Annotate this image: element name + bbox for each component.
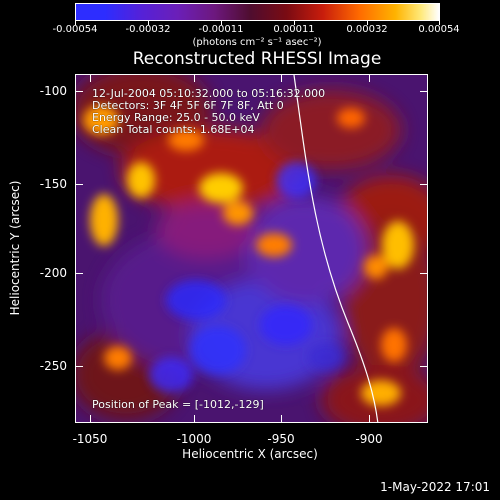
y-axis-label: Heliocentric Y (arcsec): [8, 180, 22, 316]
y-axis-left-tick: [75, 273, 83, 274]
x-axis-label: Heliocentric X (arcsec): [182, 447, 318, 461]
y-axis-left-tick: [75, 91, 83, 92]
x-axis-top-tick: [194, 74, 195, 82]
colorbar-tick-label: 0.00032: [346, 24, 388, 35]
x-axis-top-tick: [369, 74, 370, 82]
colorbar-tick-label: 0.00011: [273, 24, 315, 35]
x-axis-tick-label: -900: [355, 432, 383, 446]
colorbar-tick-mark: [148, 21, 149, 25]
energy-range-info: Energy Range: 25.0 - 50.0 keV: [92, 111, 260, 124]
x-axis-tick-label: -950: [267, 432, 295, 446]
colorbar-tick-mark: [221, 21, 222, 25]
colorbar-tick-label: -0.00054: [52, 24, 98, 35]
x-axis-top-tick: [90, 74, 91, 82]
colorbar-tick-mark: [367, 21, 368, 25]
x-axis-tick-label: -1000: [176, 432, 212, 446]
x-axis-tick-label: -1050: [72, 432, 108, 446]
y-axis-right-tick: [420, 91, 428, 92]
image-plot: 12-Jul-2004 05:10:32.000 to 05:16:32.000…: [75, 74, 428, 423]
colorbar-tick-label: -0.00032: [125, 24, 171, 35]
colorbar-tick-mark: [294, 21, 295, 25]
x-axis-bottom-tick: [281, 415, 282, 423]
clean-total-counts: Clean Total counts: 1.68E+04: [92, 123, 255, 136]
peak-position-label: Position of Peak = [-1012,-129]: [92, 398, 264, 411]
y-axis-tick-label: -200: [39, 266, 67, 280]
x-axis-bottom-tick: [194, 415, 195, 423]
observation-time-range: 12-Jul-2004 05:10:32.000 to 05:16:32.000: [92, 87, 326, 100]
y-axis-left-tick: [75, 184, 83, 185]
colorbar-unit-label: (photons cm⁻² s⁻¹ asec⁻²): [192, 37, 322, 48]
x-axis-bottom-tick: [90, 415, 91, 423]
colorbar-tick-mark: [75, 21, 76, 25]
y-axis-tick-label: -150: [39, 177, 67, 191]
plot-title: Reconstructed RHESSI Image: [132, 49, 382, 69]
y-axis-right-tick: [420, 366, 428, 367]
colorbar: [75, 3, 440, 21]
y-axis-tick-label: -100: [39, 84, 67, 98]
y-axis-tick-label: -250: [39, 359, 67, 373]
detector-info: Detectors: 3F 4F 5F 6F 7F 8F, Att 0: [92, 99, 284, 112]
render-timestamp: 1-May-2022 17:01: [380, 480, 490, 494]
y-axis-right-tick: [420, 273, 428, 274]
y-axis-left-tick: [75, 366, 83, 367]
x-axis-top-tick: [281, 74, 282, 82]
colorbar-tick-mark: [439, 21, 440, 25]
colorbar-tick-label: -0.00011: [198, 24, 244, 35]
solar-map-image: [76, 75, 427, 422]
x-axis-bottom-tick: [369, 415, 370, 423]
y-axis-right-tick: [420, 184, 428, 185]
colorbar-gradient: [76, 4, 439, 20]
colorbar-tick-label: 0.00054: [418, 24, 460, 35]
